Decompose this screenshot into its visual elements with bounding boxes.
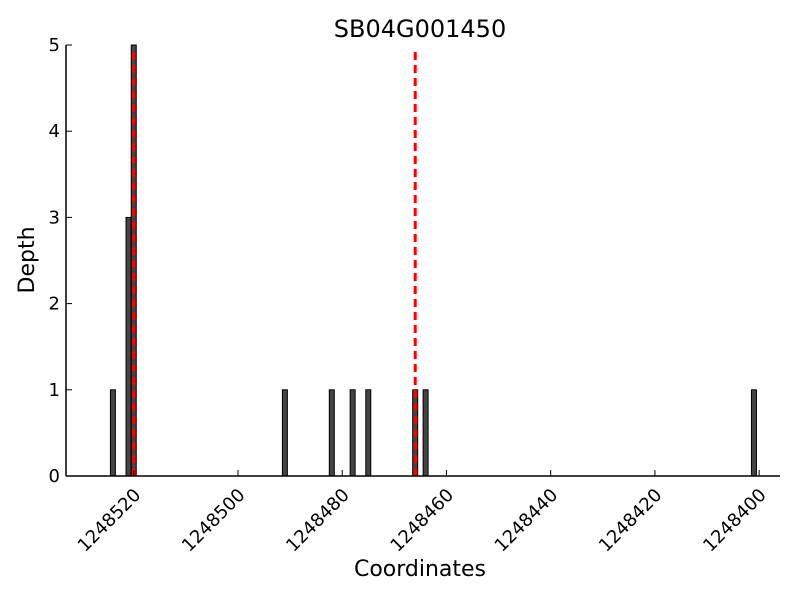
bar (126, 217, 131, 476)
chart-title: SB04G001450 (334, 15, 506, 43)
x-tick-label: 1248480 (282, 485, 354, 557)
y-tick-label: 0 (49, 466, 60, 487)
x-tick-label: 1248400 (699, 485, 771, 557)
x-tick-label: 1248500 (178, 485, 250, 557)
reference-lines-layer (134, 52, 415, 476)
bar (366, 390, 371, 476)
bar (350, 390, 355, 476)
x-tick-label: 1248520 (74, 485, 146, 557)
y-tick-label: 5 (49, 35, 60, 56)
bar (282, 390, 287, 476)
bar (329, 390, 334, 476)
bar (751, 390, 756, 476)
y-axis-label: Depth (15, 226, 40, 293)
x-tick-label: 1248440 (491, 485, 563, 557)
x-tick-label: 1248460 (386, 485, 458, 557)
x-tick-label: 1248420 (595, 485, 667, 557)
y-tick-label: 1 (49, 380, 60, 401)
y-tick-label: 4 (49, 121, 60, 142)
y-tick-label: 2 (49, 294, 60, 315)
x-axis-label: Coordinates (354, 557, 486, 582)
axes-layer: 0 1 2 3 4 5 1248520 1248500 1248480 1248460 124844… (49, 35, 780, 556)
y-tick-label: 3 (49, 207, 60, 228)
bar (423, 390, 428, 476)
bar (110, 390, 115, 476)
bars-layer (110, 45, 756, 476)
